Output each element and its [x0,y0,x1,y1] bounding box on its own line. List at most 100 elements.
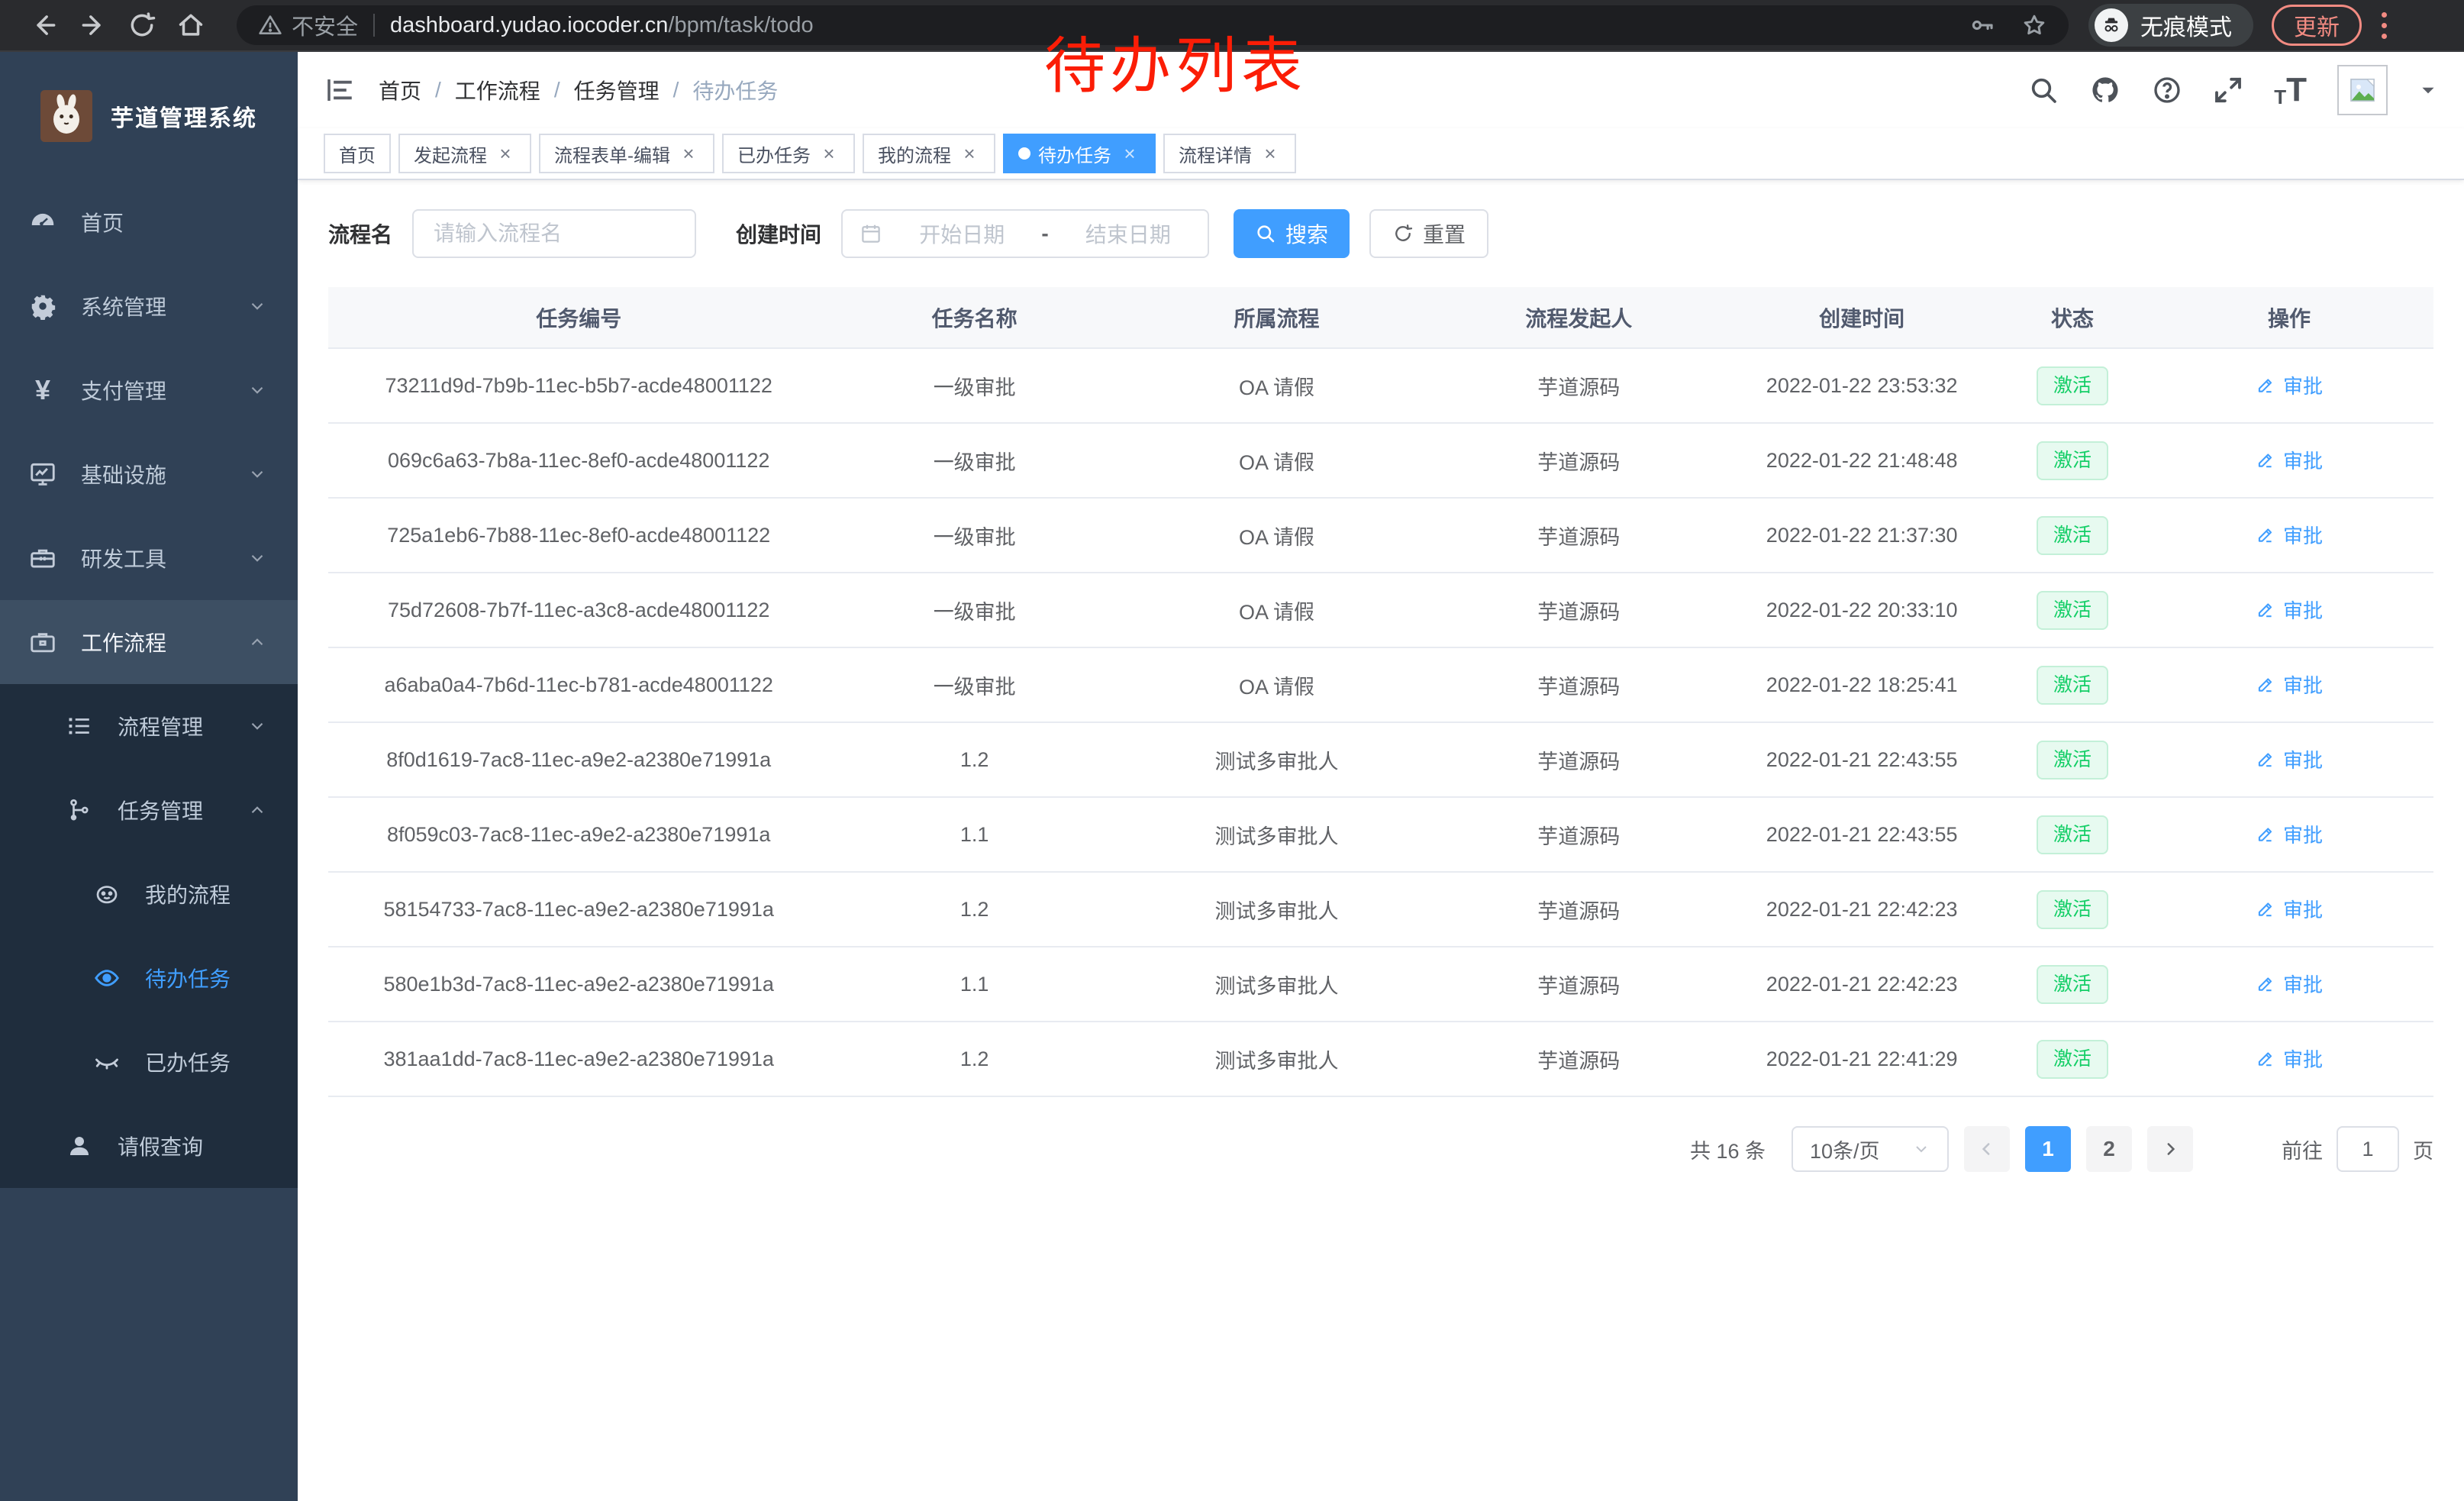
sidebar-item-label: 支付管理 [81,379,167,403]
tab[interactable]: 流程表单-编辑 × [539,134,714,173]
approve-link[interactable]: 审批 [2256,596,2323,624]
cell-created: 2022-01-22 23:53:32 [1724,348,2000,424]
approve-link[interactable]: 审批 [2256,521,2323,549]
goto-page-input[interactable] [2337,1126,2399,1172]
approve-link[interactable]: 审批 [2256,820,2323,848]
table-row: a6aba0a4-7b6d-11ec-b781-acde48001122 一级审… [328,647,2433,723]
bookmark-star-icon[interactable] [2021,12,2047,38]
todo-task-table: 任务编号 任务名称 所属流程 流程发起人 创建时间 状态 操作 73211d9d… [328,287,2433,1097]
tab-label: 我的流程 [878,145,951,166]
approve-link[interactable]: 审批 [2256,895,2323,923]
sidebar-item-home[interactable]: 首页 [0,180,298,264]
tab-close-icon[interactable]: × [1124,142,1136,165]
search-button[interactable]: 搜索 [1234,209,1350,258]
workflow-submenu: 流程管理 任务管理 我的流程 待办任务 [0,684,298,1188]
address-bar[interactable]: 不安全 dashboard.yudao.iocoder.cn/bpm/task/… [237,5,2069,45]
status-badge: 激活 [2036,441,2108,480]
password-key-icon[interactable] [1969,12,1995,38]
cell-created: 2022-01-21 22:42:23 [1724,872,2000,947]
column-header-task-name: 任务名称 [829,287,1120,349]
avatar-caret-icon[interactable] [2418,80,2438,100]
sidebar-item-infrastructure[interactable]: 基础设施 [0,432,298,516]
github-icon[interactable] [2089,74,2121,106]
browser-forward-icon[interactable] [69,4,118,47]
approve-link[interactable]: 审批 [2256,1044,2323,1073]
cell-created: 2022-01-21 22:42:23 [1724,947,2000,1022]
status-badge: 激活 [2036,889,2108,929]
page-number-button[interactable]: 1 [2025,1126,2071,1172]
cell-task-name: 1.2 [829,872,1120,947]
sidebar-item-my-process[interactable]: 我的流程 [0,852,298,936]
edit-pen-icon [2258,678,2272,692]
browser-home-icon[interactable] [166,4,215,47]
browser-reload-icon[interactable] [118,4,166,47]
sidebar-collapse-icon[interactable] [324,74,356,106]
approve-link[interactable]: 审批 [2256,446,2323,474]
reset-button[interactable]: 重置 [1369,209,1489,258]
approve-link[interactable]: 审批 [2256,670,2323,699]
browser-chrome: 不安全 dashboard.yudao.iocoder.cn/bpm/task/… [0,0,2464,52]
tab-close-icon[interactable]: × [682,142,695,165]
prev-page-button[interactable] [1964,1126,2010,1172]
search-icon [1257,225,1275,243]
approve-link[interactable]: 审批 [2256,745,2323,773]
chrome-menu-icon[interactable] [2375,6,2393,45]
chevron-down-icon [247,548,267,568]
column-header-actions: 操作 [2145,287,2433,349]
sidebar-item-label: 待办任务 [145,967,231,991]
search-icon[interactable] [2028,75,2059,105]
tab[interactable]: 首页 × [324,134,391,173]
sidebar-item-todo-tasks[interactable]: 待办任务 [0,936,298,1020]
tab[interactable]: 流程详情 × [1163,134,1296,173]
filter-form: 流程名 创建时间 开始日期 - 结束日期 搜索 重置 [328,209,2433,258]
user-icon [63,1132,96,1160]
cell-created: 2022-01-21 22:43:55 [1724,797,2000,873]
sidebar-item-task-mgmt[interactable]: 任务管理 [0,768,298,852]
help-icon[interactable] [2152,75,2182,105]
sidebar-item-leave-query[interactable]: 请假查询 [0,1104,298,1188]
avatar[interactable] [2337,65,2388,115]
breadcrumb-workflow[interactable]: 工作流程 [454,79,540,103]
sidebar-item-workflow[interactable]: 工作流程 [0,600,298,684]
edit-pen-icon [2258,753,2272,767]
approve-link[interactable]: 审批 [2256,970,2323,998]
page-number-button[interactable]: 2 [2086,1126,2132,1172]
approve-link-label: 审批 [2283,673,2324,697]
next-page-button[interactable] [2147,1126,2193,1172]
eye-open-icon [90,964,124,992]
tab-close-icon[interactable]: × [963,142,976,165]
process-name-label: 流程名 [328,223,393,247]
tab[interactable]: 发起流程 × [398,134,531,173]
breadcrumb-task-mgmt[interactable]: 任务管理 [573,79,660,103]
sidebar-item-system[interactable]: 系统管理 [0,264,298,348]
approve-link[interactable]: 审批 [2256,371,2323,399]
tab[interactable]: 已办任务 × [722,134,855,173]
tab-close-icon[interactable]: × [499,142,511,165]
app-logo[interactable]: 芋道管理系统 [0,52,298,180]
edit-pen-icon [2258,454,2272,468]
status-badge: 激活 [2036,590,2108,630]
cell-process: OA 请假 [1119,423,1434,499]
breadcrumb-home[interactable]: 首页 [379,79,422,103]
process-name-input[interactable] [412,209,697,258]
date-range-picker[interactable]: 开始日期 - 结束日期 [841,209,1210,258]
fullscreen-icon[interactable] [2213,75,2243,105]
chrome-update-button[interactable]: 更新 [2272,5,2362,46]
page-size-select[interactable]: 10条/页 [1792,1126,1949,1172]
dashboard-icon [26,208,60,237]
cell-task-id: 8f0d1619-7ac8-11ec-a9e2-a2380e71991a [328,722,830,798]
sidebar-item-payment[interactable]: ¥ 支付管理 [0,348,298,432]
page-content: 流程名 创建时间 开始日期 - 结束日期 搜索 重置 [298,180,2464,1172]
tab[interactable]: 我的流程 × [863,134,995,173]
sidebar-item-done-tasks[interactable]: 已办任务 [0,1020,298,1104]
edit-pen-icon [2258,902,2272,917]
pagination-total: 共 16 条 [1689,1139,1766,1163]
tab[interactable]: 待办任务 × [1003,134,1156,173]
status-badge: 激活 [2036,815,2108,854]
tab-close-icon[interactable]: × [823,142,835,165]
browser-back-icon[interactable] [20,4,69,47]
sidebar-item-process-mgmt[interactable]: 流程管理 [0,684,298,768]
tab-close-icon[interactable]: × [1264,142,1276,165]
sidebar-item-devtools[interactable]: 研发工具 [0,516,298,600]
